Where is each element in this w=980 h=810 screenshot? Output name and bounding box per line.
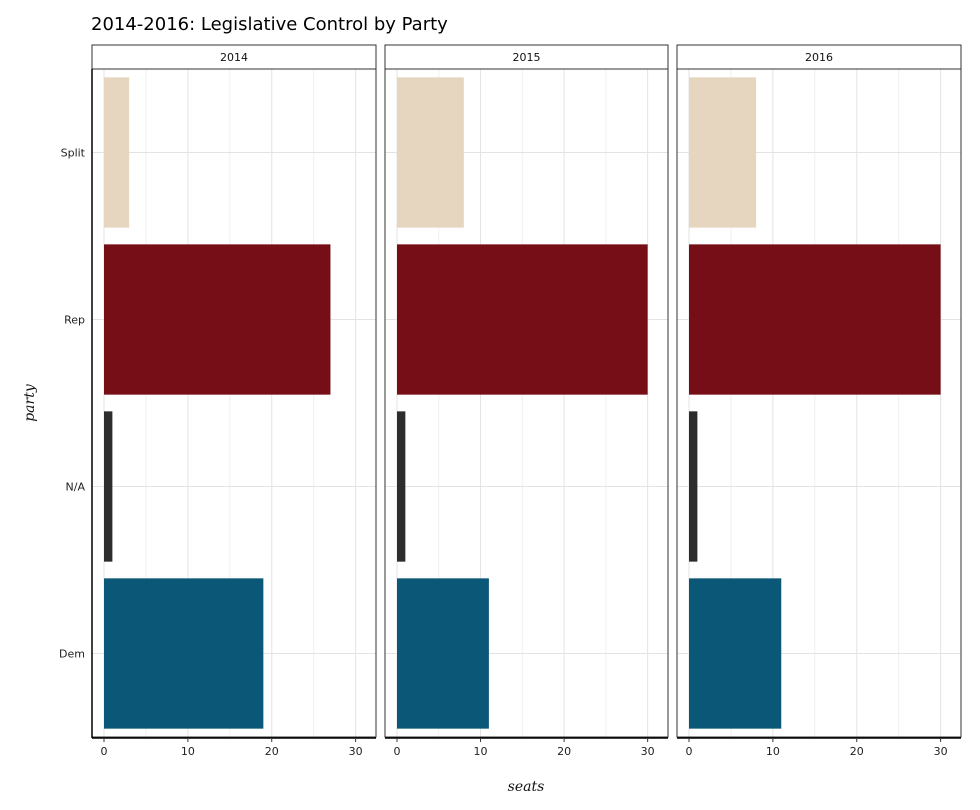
x-tick-label: 10 (474, 745, 488, 758)
y-tick-label: Rep (64, 314, 85, 327)
x-tick-label: 0 (101, 745, 108, 758)
x-tick-label: 30 (349, 745, 363, 758)
bar-split (397, 77, 464, 228)
chart-title: 2014-2016: Legislative Control by Party (91, 14, 448, 35)
x-tick-label: 10 (766, 745, 780, 758)
panel-border (676, 68, 962, 738)
bar-na (104, 411, 113, 562)
y-tick-label: Split (61, 147, 86, 160)
x-tick-label: 0 (686, 745, 693, 758)
bar-rep (104, 244, 331, 395)
y-tick-label: N/A (66, 481, 86, 494)
facet-strip-label: 2015 (513, 51, 541, 64)
bar-split (689, 77, 757, 228)
facet-strip (676, 44, 962, 70)
bar-na (689, 411, 698, 562)
facet-strip (91, 44, 377, 70)
x-tick-label: 30 (641, 745, 655, 758)
bar-split (104, 77, 130, 228)
x-axis-title: seats (508, 779, 545, 795)
facet-strip-label: 2016 (805, 51, 833, 64)
facet-strip-label: 2014 (220, 51, 248, 64)
x-tick-label: 20 (265, 745, 279, 758)
bar-dem (104, 578, 264, 729)
x-tick-label: 10 (181, 745, 195, 758)
x-tick-label: 30 (934, 745, 948, 758)
x-tick-label: 20 (557, 745, 571, 758)
bar-dem (689, 578, 782, 729)
x-tick-label: 20 (850, 745, 864, 758)
bar-dem (397, 578, 489, 729)
bar-na (397, 411, 406, 562)
panel-border (384, 68, 669, 738)
x-tick-label: 0 (394, 745, 401, 758)
y-axis-title: party (22, 383, 38, 422)
bar-rep (689, 244, 941, 395)
y-tick-label: Dem (59, 648, 85, 661)
bar-rep (397, 244, 648, 395)
